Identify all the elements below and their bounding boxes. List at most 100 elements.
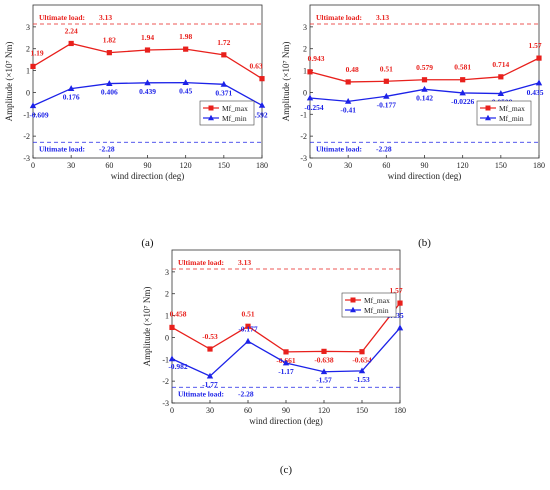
x-tick-label: 150 xyxy=(218,161,230,170)
y-tick-label: 3 xyxy=(165,268,169,277)
reference-line-value: 3.13 xyxy=(376,13,389,22)
data-label: 0.371 xyxy=(215,88,232,97)
data-label: 0.142 xyxy=(416,93,433,102)
x-tick-label: 180 xyxy=(394,406,406,415)
reference-line-label: Ultimate load: xyxy=(178,389,224,398)
legend-marker-square xyxy=(208,105,214,111)
data-point-square xyxy=(383,78,389,84)
data-label: 0.943 xyxy=(308,54,325,63)
data-point-triangle xyxy=(144,79,151,86)
data-point-triangle xyxy=(383,92,390,99)
data-label: 0.439 xyxy=(139,87,156,96)
data-point-square xyxy=(221,52,227,58)
x-tick-label: 60 xyxy=(382,161,390,170)
panel-letter: (b) xyxy=(418,237,431,249)
data-label: -0.654 xyxy=(352,356,372,365)
data-label: 0.581 xyxy=(454,63,471,72)
y-tick-label: -3 xyxy=(300,154,307,163)
data-point-triangle xyxy=(396,324,404,331)
data-point-square xyxy=(106,50,112,56)
data-point-triangle xyxy=(497,90,505,96)
panel-letter: (a) xyxy=(141,237,154,249)
x-tick-label: 120 xyxy=(180,161,192,170)
data-point-triangle xyxy=(421,85,428,92)
data-point-square xyxy=(183,46,189,52)
data-label: -1.57 xyxy=(316,376,332,385)
data-label: -0.177 xyxy=(377,100,397,109)
chart-panel-b: 0 30 60 90 120 150 180 -3 -2 -1 0 1 2 3 wind direction… xyxy=(281,4,545,249)
data-point-square xyxy=(498,74,504,80)
x-tick-label: 150 xyxy=(495,161,507,170)
data-label: 0.435 xyxy=(527,88,544,97)
data-point-triangle xyxy=(67,85,75,91)
y-tick-label: 0 xyxy=(303,88,307,97)
data-label: -0.609 xyxy=(29,111,49,120)
x-tick-label: 180 xyxy=(533,161,545,170)
y-tick-label: 1 xyxy=(26,67,30,76)
x-tick-label: 120 xyxy=(457,161,469,170)
reference-line-label: Ultimate load: xyxy=(178,258,224,267)
data-label: 0.51 xyxy=(241,309,254,318)
data-point-triangle xyxy=(358,367,366,374)
data-point-triangle xyxy=(306,94,314,101)
y-tick-label: -1 xyxy=(300,110,307,119)
x-axis-label: wind direction (deg) xyxy=(388,171,461,181)
legend-marker-triangle xyxy=(208,114,214,121)
reference-line-value: -2.28 xyxy=(99,144,115,153)
y-tick-label: -3 xyxy=(23,154,30,163)
data-label: -0.177 xyxy=(238,324,258,333)
data-label: 0.406 xyxy=(101,88,118,97)
data-label: 0.45 xyxy=(179,87,192,96)
legend-label: Mf_min xyxy=(364,306,389,315)
data-label: -0.592 xyxy=(248,110,268,119)
x-axis-label: wind direction (deg) xyxy=(111,171,184,181)
data-label: 1.72 xyxy=(217,38,230,47)
legend-box xyxy=(476,100,532,126)
y-tick-label: 2 xyxy=(26,45,30,54)
chart-panel-a: 0 30 60 90 120 150 180 -3 -2 -1 0 1 2 3 wind direction… xyxy=(4,4,268,249)
x-tick-label: 150 xyxy=(356,406,368,415)
reference-line-label: Ultimate load: xyxy=(316,144,362,153)
reference-line-label: Ultimate load: xyxy=(39,13,85,22)
y-tick-label: -1 xyxy=(23,110,30,119)
legend-label: Mf_min xyxy=(499,114,524,123)
legend-box xyxy=(199,100,255,126)
legend-label: Mf_max xyxy=(364,296,390,305)
data-label: 0.176 xyxy=(63,93,80,102)
panel-letter: (c) xyxy=(280,464,293,476)
legend-label: Mf_max xyxy=(222,104,248,113)
data-point-square xyxy=(307,69,313,75)
data-point-square xyxy=(536,55,542,61)
data-label: 0.48 xyxy=(346,65,359,74)
data-point-square xyxy=(359,349,365,355)
x-tick-label: 30 xyxy=(67,161,75,170)
y-axis-label: Amplitude (×10⁷ Nm) xyxy=(4,42,14,122)
data-label: 0.63 xyxy=(249,62,262,71)
data-point-square xyxy=(421,77,428,83)
data-label: 1.82 xyxy=(103,36,116,45)
data-label: -0.638 xyxy=(314,355,334,364)
data-point-triangle xyxy=(220,80,228,87)
data-point-square xyxy=(30,63,36,70)
data-point-square xyxy=(144,47,151,53)
data-point-square xyxy=(245,323,251,329)
data-point-square xyxy=(321,348,327,354)
data-label: -0.254 xyxy=(304,103,324,112)
data-point-triangle xyxy=(182,79,189,85)
x-tick-label: 30 xyxy=(206,406,214,415)
data-point-triangle xyxy=(282,359,290,366)
x-tick-label: 0 xyxy=(308,161,312,170)
data-label: 0.714 xyxy=(492,60,509,69)
reference-line-value: -2.28 xyxy=(238,389,254,398)
x-tick-label: 120 xyxy=(318,406,330,415)
data-label: 1.19 xyxy=(30,48,43,57)
data-point-triangle xyxy=(106,80,113,86)
x-tick-label: 90 xyxy=(144,161,152,170)
reference-line-label: Ultimate load: xyxy=(39,144,85,153)
legend-marker-square xyxy=(350,297,356,303)
data-point-square xyxy=(283,349,289,355)
y-tick-label: -2 xyxy=(162,377,169,386)
data-label: 0.579 xyxy=(416,63,433,72)
x-tick-label: 0 xyxy=(31,161,35,170)
data-point-triangle xyxy=(29,102,37,109)
